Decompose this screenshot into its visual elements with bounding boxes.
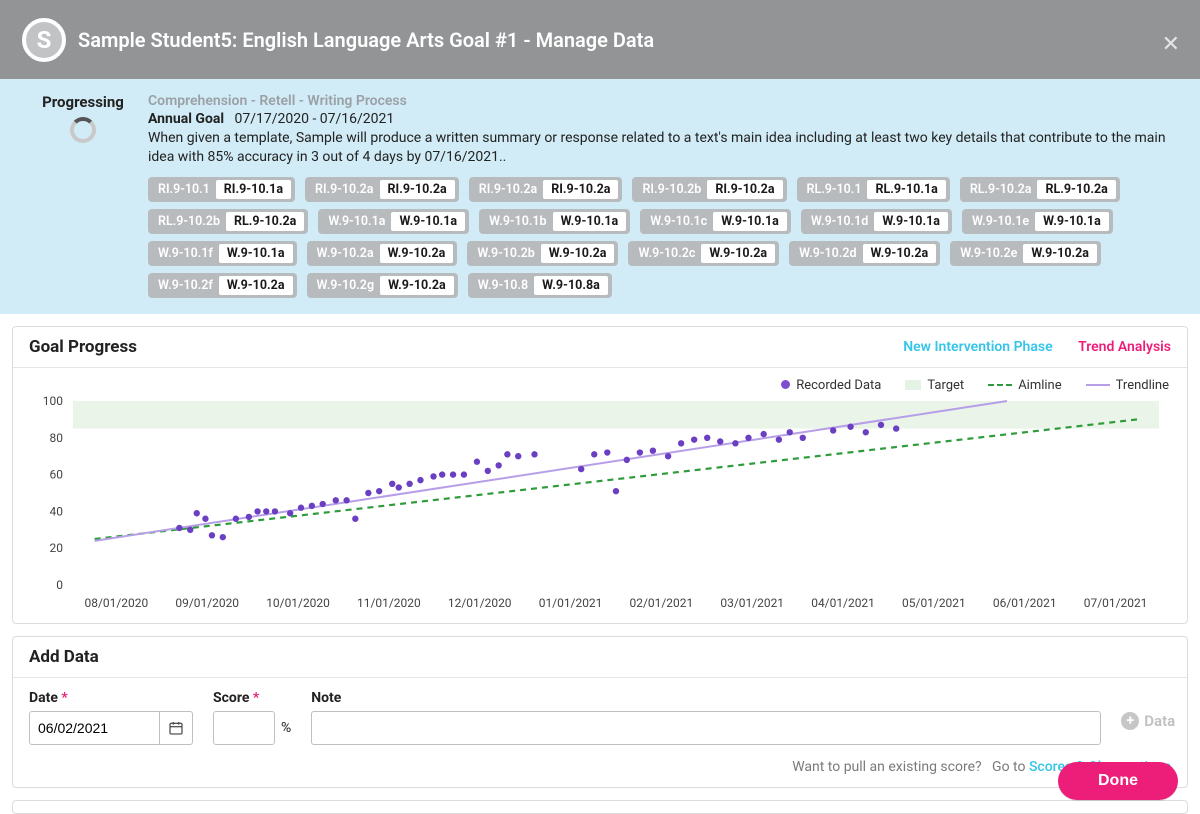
note-input[interactable] bbox=[311, 711, 1101, 745]
svg-text:08/01/2020: 08/01/2020 bbox=[85, 596, 149, 610]
standard-tag[interactable]: W.9-10.2gW.9-10.2a bbox=[307, 273, 458, 298]
svg-text:10/01/2020: 10/01/2020 bbox=[266, 596, 330, 610]
legend-recorded: Recorded Data bbox=[781, 378, 881, 393]
standard-tag[interactable]: W.9-10.2dW.9-10.2a bbox=[789, 241, 940, 266]
svg-text:40: 40 bbox=[49, 504, 63, 518]
chart-legend: Recorded Data Target Aimline Trendline bbox=[13, 368, 1187, 395]
standard-tag[interactable]: RL.9-10.2aRL.9-10.2a bbox=[960, 177, 1120, 202]
header-bar: S Sample Student5: English Language Arts… bbox=[0, 0, 1200, 79]
chart: 0 20 40 60 80 100 08/01/2020 09/01/2020 10/01/20… bbox=[31, 395, 1169, 615]
svg-text:100: 100 bbox=[43, 395, 63, 408]
svg-text:03/01/2021: 03/01/2021 bbox=[720, 596, 784, 610]
score-field: Score * % bbox=[213, 690, 291, 745]
svg-text:09/01/2020: 09/01/2020 bbox=[175, 596, 239, 610]
standard-tag[interactable]: W.9-10.1aW.9-10.1a bbox=[318, 209, 469, 234]
svg-text:01/01/2021: 01/01/2021 bbox=[539, 596, 603, 610]
date-label: Date * bbox=[29, 690, 193, 706]
svg-text:02/01/2021: 02/01/2021 bbox=[630, 596, 694, 610]
standard-tag[interactable]: RL.9-10.2bRL.9-10.2a bbox=[148, 209, 308, 234]
svg-text:07/01/2021: 07/01/2021 bbox=[1084, 596, 1148, 610]
standard-tag[interactable]: RI.9-10.2bRI.9-10.2a bbox=[632, 177, 786, 202]
standard-tag[interactable]: W.9-10.1dW.9-10.1a bbox=[801, 209, 952, 234]
standard-tag[interactable]: W.9-10.1fW.9-10.1a bbox=[148, 241, 297, 266]
svg-text:11/01/2020: 11/01/2020 bbox=[357, 596, 421, 610]
standard-tag[interactable]: W.9-10.1eW.9-10.1a bbox=[962, 209, 1113, 234]
goal-description: When given a template, Sample will produ… bbox=[148, 129, 1182, 167]
note-field: Note bbox=[311, 690, 1101, 745]
svg-text:80: 80 bbox=[49, 431, 63, 445]
annual-goal-label: Annual Goal bbox=[148, 111, 224, 127]
add-data-button[interactable]: + Data bbox=[1121, 712, 1175, 730]
svg-text:06/01/2021: 06/01/2021 bbox=[993, 596, 1057, 610]
spinner-icon bbox=[70, 117, 96, 143]
header-title: Sample Student5: English Language Arts G… bbox=[78, 28, 654, 52]
done-button[interactable]: Done bbox=[1058, 762, 1178, 800]
standard-tag[interactable]: W.9-10.2eW.9-10.2a bbox=[950, 241, 1101, 266]
avatar: S bbox=[22, 18, 66, 62]
score-unit: % bbox=[281, 720, 291, 736]
legend-trendline: Trendline bbox=[1086, 378, 1169, 393]
legend-aimline: Aimline bbox=[988, 378, 1061, 393]
standard-tag[interactable]: W.9-10.2cW.9-10.2a bbox=[628, 241, 779, 266]
score-input[interactable] bbox=[213, 711, 275, 745]
add-data-header: Add Data bbox=[13, 637, 1187, 678]
goal-column: Comprehension - Retell - Writing Process… bbox=[148, 93, 1182, 298]
svg-text:60: 60 bbox=[49, 467, 63, 481]
goal-progress-title: Goal Progress bbox=[29, 337, 137, 357]
date-input[interactable] bbox=[29, 711, 159, 745]
close-icon[interactable]: ✕ bbox=[1162, 32, 1180, 57]
standards-tags: RI.9-10.1RI.9-10.1a RI.9-10.2aRI.9-10.2a R… bbox=[148, 177, 1182, 298]
standard-tag[interactable]: RL.9-10.1RL.9-10.1a bbox=[797, 177, 950, 202]
date-field: Date * bbox=[29, 690, 193, 745]
new-intervention-link[interactable]: New Intervention Phase bbox=[903, 339, 1052, 355]
legend-target: Target bbox=[905, 378, 964, 393]
goal-meta: Annual Goal 07/17/2020 - 07/16/2021 bbox=[148, 111, 1182, 127]
svg-text:20: 20 bbox=[49, 541, 63, 555]
add-data-body: Date * Score * % Note bbox=[13, 678, 1187, 787]
standard-tag[interactable]: RI.9-10.2aRI.9-10.2a bbox=[469, 177, 623, 202]
goal-banner: Progressing Comprehension - Retell - Wri… bbox=[0, 79, 1200, 314]
svg-text:12/01/2020: 12/01/2020 bbox=[448, 596, 512, 610]
svg-text:05/01/2021: 05/01/2021 bbox=[902, 596, 966, 610]
standard-tag[interactable]: W.9-10.2aW.9-10.2a bbox=[307, 241, 458, 266]
svg-text:0: 0 bbox=[56, 578, 63, 592]
fields-row: Date * Score * % Note bbox=[29, 690, 1171, 745]
score-label: Score * bbox=[213, 690, 291, 706]
goal-date-range: 07/17/2020 - 07/16/2021 bbox=[234, 111, 394, 127]
add-data-title: Add Data bbox=[29, 647, 99, 667]
breadcrumb: Comprehension - Retell - Writing Process bbox=[148, 93, 1182, 109]
note-label: Note bbox=[311, 690, 1101, 706]
standard-tag[interactable]: W.9-10.2fW.9-10.2a bbox=[148, 273, 297, 298]
plus-icon: + bbox=[1121, 712, 1139, 730]
status-column: Progressing bbox=[18, 93, 148, 298]
pull-score-row: Want to pull an existing score? Go to Sc… bbox=[29, 759, 1171, 775]
card-header: Goal Progress New Intervention Phase Tre… bbox=[13, 327, 1187, 368]
status-label: Progressing bbox=[18, 93, 148, 111]
calendar-icon[interactable] bbox=[159, 711, 193, 745]
avatar-letter: S bbox=[26, 22, 62, 58]
goal-progress-card: Goal Progress New Intervention Phase Tre… bbox=[12, 326, 1188, 624]
standard-tag[interactable]: W.9-10.1bW.9-10.1a bbox=[479, 209, 630, 234]
standard-tag[interactable]: W.9-10.2bW.9-10.2a bbox=[467, 241, 618, 266]
standard-tag[interactable]: RI.9-10.1RI.9-10.1a bbox=[148, 177, 295, 202]
svg-text:04/01/2021: 04/01/2021 bbox=[811, 596, 875, 610]
standard-tag[interactable]: W.9-10.1cW.9-10.1a bbox=[640, 209, 791, 234]
add-data-card: Add Data Date * Score * % N bbox=[12, 636, 1188, 788]
trend-analysis-link[interactable]: Trend Analysis bbox=[1078, 339, 1171, 355]
standard-tag[interactable]: W.9-10.8W.9-10.8a bbox=[468, 273, 612, 298]
card-links: New Intervention Phase Trend Analysis bbox=[881, 339, 1171, 355]
footer: Done bbox=[1058, 762, 1178, 800]
standard-tag[interactable]: RI.9-10.2aRI.9-10.2a bbox=[305, 177, 459, 202]
